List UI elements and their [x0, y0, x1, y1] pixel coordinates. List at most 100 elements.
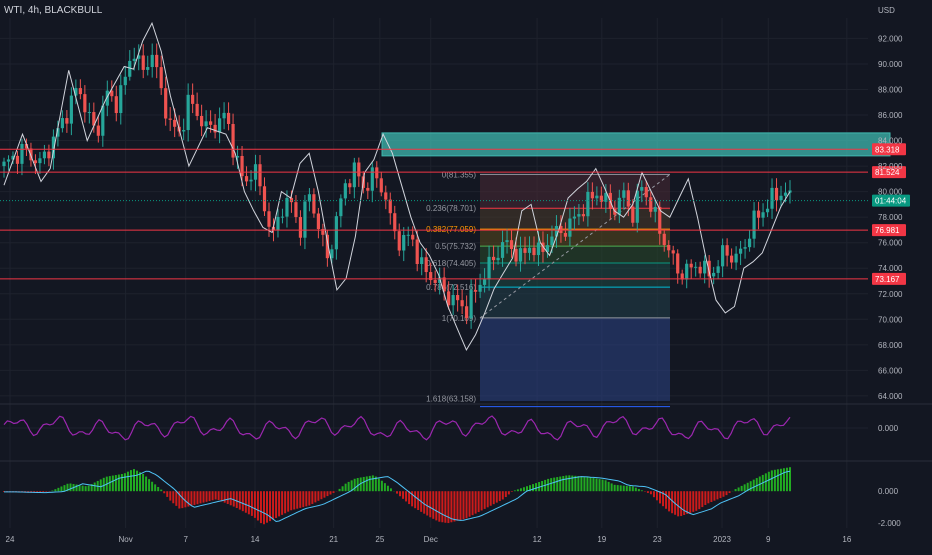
candle-body	[770, 187, 774, 209]
candle-body	[500, 242, 505, 258]
candle-body	[586, 191, 590, 217]
candle-body	[141, 55, 145, 70]
candle-body	[159, 67, 163, 89]
level-tag-label: 76.981	[875, 226, 900, 235]
cycle-layer	[3, 21, 791, 351]
histogram-signal-line	[4, 470, 791, 523]
candle-body	[47, 151, 51, 159]
candle-body	[321, 229, 325, 235]
candle-body	[38, 158, 42, 164]
y-tick-label: 66.000	[878, 366, 903, 375]
candle-body	[721, 245, 725, 267]
candle-body	[146, 67, 150, 70]
candle-body	[388, 199, 392, 214]
candle-body	[285, 197, 289, 217]
hist-layer: 0.000 -2.000	[3, 467, 901, 528]
candle-layer	[2, 43, 792, 329]
x-tick-label: 24	[6, 535, 15, 544]
currency-label: USD	[878, 6, 895, 15]
y-tick-label: 80.000	[878, 188, 903, 197]
candle-body	[747, 238, 752, 248]
osc-tick-label: 0.000	[878, 424, 899, 433]
oscillator-line	[3, 415, 791, 441]
candle-body	[123, 76, 127, 86]
candle-body	[577, 214, 581, 217]
candle-body	[11, 155, 15, 160]
candle-body	[671, 250, 675, 254]
x-tick-label: 25	[375, 535, 384, 544]
candle-body	[474, 290, 478, 292]
candle-body	[195, 103, 199, 116]
candle-body	[644, 187, 648, 198]
candle-body	[613, 208, 617, 215]
candle-body	[442, 277, 446, 292]
level-tag	[872, 224, 906, 237]
candle-body	[743, 247, 747, 249]
candle-body	[15, 155, 20, 164]
candle-body	[325, 234, 329, 259]
candle-body	[56, 128, 60, 137]
target-zone	[480, 317, 670, 401]
candle-body	[87, 112, 91, 114]
candle-body	[298, 217, 303, 238]
candle-body	[653, 206, 657, 212]
candle-body	[649, 197, 653, 212]
y-tick-label: 88.000	[878, 85, 903, 94]
candle-body	[716, 266, 720, 273]
candle-body	[554, 225, 559, 237]
candle-body	[662, 233, 666, 246]
y-tick-label: 76.000	[878, 239, 903, 248]
supply-zone	[381, 132, 891, 157]
candle-body	[595, 195, 599, 199]
candle-body	[599, 195, 603, 202]
candle-body	[658, 206, 662, 234]
fib-band	[480, 263, 670, 288]
candle-body	[685, 263, 689, 280]
candle-body	[415, 239, 419, 264]
cycle-line	[3, 21, 791, 351]
candle-body	[173, 119, 177, 127]
candle-body	[375, 167, 379, 179]
candle-body	[110, 90, 114, 97]
candle-body	[424, 257, 428, 273]
candle-body	[316, 213, 320, 230]
y-tick-label: 86.000	[878, 111, 903, 120]
candle-body	[631, 206, 635, 223]
candle-body	[339, 198, 343, 217]
candle-body	[33, 160, 38, 164]
candle-body	[496, 257, 500, 261]
fib-band	[480, 246, 670, 264]
candle-body	[698, 266, 702, 274]
candle-body	[294, 202, 298, 218]
level-layer: 83.318 81.524 76.981 73.167 01:44:04	[0, 143, 910, 285]
y-tick-label: 70.000	[878, 315, 903, 324]
candle-body	[447, 291, 451, 306]
candle-body	[132, 58, 136, 61]
current-price-label: 01:44:04	[875, 197, 907, 206]
candle-body	[438, 277, 442, 283]
candle-body	[707, 260, 711, 277]
candle-body	[411, 234, 415, 240]
candle-body	[397, 231, 401, 251]
candle-body	[51, 136, 56, 159]
candle-body	[734, 253, 738, 263]
x-tick-label: 7	[183, 535, 188, 544]
candle-body	[536, 242, 541, 256]
chart-title: WTI, 4h, BLACKBULL	[4, 5, 103, 16]
candle-body	[164, 88, 168, 119]
candle-body	[482, 279, 487, 285]
candle-body	[330, 249, 334, 259]
y-tick-label: 82.000	[878, 162, 903, 171]
candle-body	[379, 178, 383, 193]
candle-body	[523, 248, 527, 253]
candle-body	[343, 183, 347, 199]
candle-body	[182, 130, 186, 132]
candle-body	[249, 179, 253, 182]
candle-body	[204, 121, 208, 127]
fib-level-label: 0(81.355)	[442, 170, 477, 179]
candle-body	[258, 164, 262, 187]
candle-body	[150, 54, 154, 68]
fib-level-label: 0.5(75.732)	[435, 242, 476, 251]
